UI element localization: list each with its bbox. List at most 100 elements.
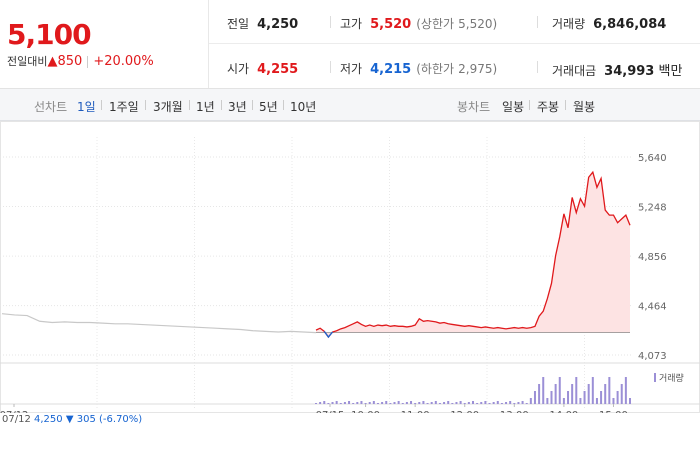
divider [189,100,190,110]
volume-bar [335,401,338,404]
volume-bar [410,401,413,404]
x-tick-label: 13:00 [500,410,529,413]
volume-bar [558,377,561,404]
volume-bar [484,401,487,404]
current-price: 5,100 [7,18,92,51]
volume-bar [513,403,516,404]
info-rate: (-6.70%) [99,414,143,425]
volume-bar [505,402,508,404]
volume-bar [430,402,433,404]
x-tick-label: 11:00 [401,410,430,413]
info-price: 4,250 [34,414,63,425]
y-tick-label: 5,640 [638,153,667,164]
volume-bar [422,401,425,404]
volume-bar [472,401,474,404]
tab-candle-weekly[interactable]: 주봉 [537,100,560,114]
volume-bar [500,403,503,404]
x-axis-ticks: 07/12 07/15 10:00 11:00 12:00 13:00 14:00 15:00 [0,404,628,413]
volume-bar [587,384,590,404]
today-area [316,172,630,338]
volume-bar [405,402,408,404]
volume-bar [368,402,371,404]
tab-period-1y[interactable]: 1년 [196,100,215,114]
volume-bar [323,401,326,404]
volume-bar [488,403,491,404]
volume-bar [612,398,615,404]
tab-period-3y[interactable]: 3년 [228,100,247,114]
volume-bar [620,384,623,404]
stat-high: 고가 5,520 (상한가 5,520) [340,17,498,32]
y-tick-label: 5,248 [638,203,667,214]
volume-bar [339,403,342,404]
volume-bar [443,402,446,404]
volume-bar [455,402,458,404]
change-rate: +20.00% [93,54,154,69]
volume-bar [356,402,359,404]
volume-bar [376,403,379,404]
volume-legend-swatch [654,373,656,382]
info-date: 07/12 [2,414,31,425]
volume-bar [467,402,470,404]
divider [145,100,146,110]
tab-period-3m[interactable]: 3개월 [153,100,183,114]
volume-bar [517,402,520,404]
volume-bar [591,377,594,404]
change-label: 전일대비 [7,55,48,68]
volume-bar [595,398,598,404]
today-low-segment [323,330,334,339]
volume-bar [604,384,607,404]
up-arrow-icon: ▲ [47,54,58,69]
chart-grid [0,121,700,413]
volume-bar [624,377,627,404]
volume-bar [348,401,351,404]
volume-bar [360,401,363,404]
tab-candle-daily[interactable]: 일봉 [502,100,525,114]
y-tick-label: 4,856 [638,252,667,263]
volume-bar [381,402,384,404]
volume-bar [397,401,400,404]
volume-bar [315,403,317,404]
divider [529,100,530,110]
volume-bar [616,391,619,404]
tab-period-10y[interactable]: 10년 [290,100,317,114]
volume-bar [542,377,545,404]
volume-bar [562,398,565,404]
volume-bar [550,391,553,404]
volume-bar [629,398,631,404]
volume-bar [579,398,582,404]
volume-bar [459,401,462,404]
price-summary: 5,100 전일대비▲850 +20.00% [0,0,209,88]
volume-bar [480,402,483,404]
divider [537,16,538,28]
tab-period-1w[interactable]: 1주일 [109,100,139,114]
volume-bar [327,403,330,404]
volume-bar [538,384,541,404]
volume-bar [463,403,466,404]
volume-bar [521,401,524,404]
volume-bar [385,401,388,404]
divider [537,61,538,73]
volume-bar [575,377,578,404]
volume-bar [533,391,536,404]
volume-bar [434,401,437,404]
tab-candle-monthly[interactable]: 월봉 [573,100,596,114]
volume-bar [496,401,499,404]
divider [283,100,284,110]
volume-bar [583,391,586,404]
prior-day-line [1,313,317,334]
stat-amount: 거래대금 34,993 백만 [552,64,683,79]
volume-bar [546,398,549,404]
tab-period-1d[interactable]: 1일 [77,100,96,114]
tab-period-5y[interactable]: 5년 [259,100,278,114]
down-arrow-icon: ▼ [65,414,74,425]
volume-bar [447,401,450,404]
volume-bar [418,402,421,404]
volume-bar [476,403,479,404]
prior-day-info: 07/12 4,250 ▼ 305 (-6.70%) [2,414,142,425]
stat-low: 저가 4,215 (하한가 2,975) [340,62,498,77]
x-tick-label: 14:00 [549,410,578,413]
volume-bar [608,377,611,404]
volume-bar [401,403,404,404]
volume-bar [364,403,367,404]
x-tick-label: 07/12 [0,410,28,413]
